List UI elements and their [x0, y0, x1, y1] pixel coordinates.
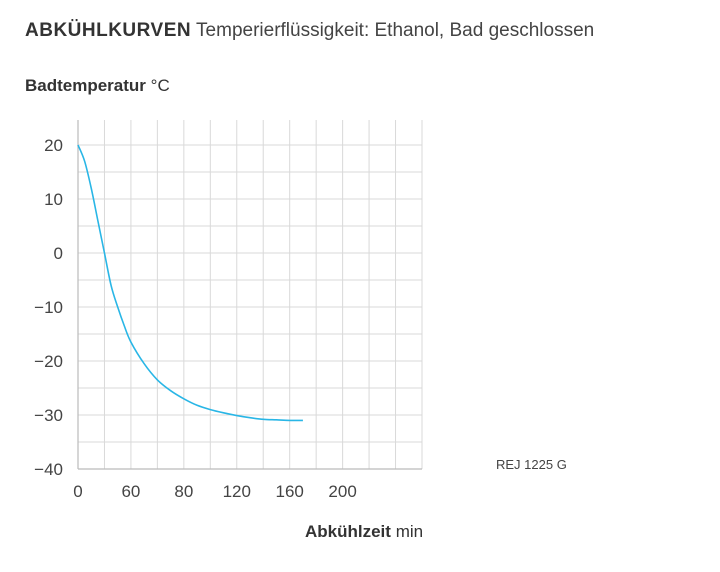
- y-tick-label: −10: [34, 298, 63, 317]
- x-tick-label: 80: [174, 482, 193, 501]
- x-tick-label: 120: [223, 482, 251, 501]
- chart-title: ABKÜHLKURVEN Temperierflüssigkeit: Ethan…: [25, 20, 594, 42]
- y-axis-label: Badtemperatur °C: [25, 76, 170, 96]
- x-axis-label: Abkühlzeit min: [305, 522, 423, 542]
- series-line: [77, 144, 303, 422]
- chart-title-main: ABKÜHLKURVEN: [25, 20, 192, 41]
- y-tick-label: −30: [34, 406, 63, 425]
- x-axis-unit: min: [395, 522, 424, 541]
- series-label: REJ 1225 G: [496, 457, 567, 472]
- chart-subtitle: Temperierflüssigkeit: Ethanol, Bad gesch…: [196, 20, 595, 41]
- x-tick-label: 160: [276, 482, 304, 501]
- x-axis-name: Abkühlzeit: [305, 522, 391, 541]
- x-tick-label: 60: [121, 482, 140, 501]
- y-tick-label: −40: [34, 460, 63, 479]
- y-axis-name: Badtemperatur: [25, 76, 146, 95]
- x-tick-label: 0: [73, 482, 82, 501]
- y-tick-label: 0: [54, 244, 63, 263]
- y-tick-label: −20: [34, 352, 63, 371]
- x-tick-label: 200: [328, 482, 356, 501]
- y-tick-label: 10: [44, 190, 63, 209]
- y-axis-unit: °C: [150, 76, 170, 95]
- y-tick-label: 20: [44, 136, 63, 155]
